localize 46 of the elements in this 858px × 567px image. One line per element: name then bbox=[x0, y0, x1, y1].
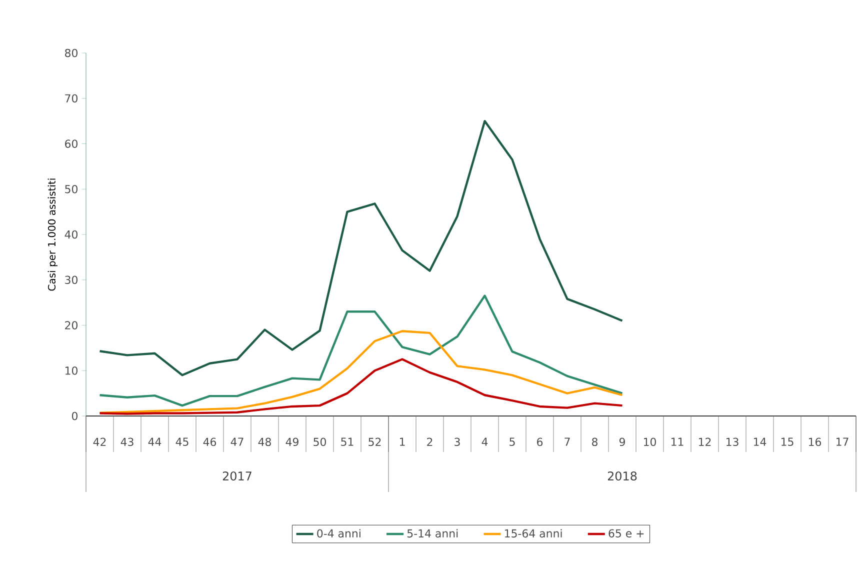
x-tick-label: 10 bbox=[644, 438, 656, 446]
x-tick-label: 2 bbox=[427, 438, 432, 446]
text: 2018 bbox=[608, 471, 637, 481]
x-tick-label: 51 bbox=[341, 438, 354, 446]
x-tick-label: 44 bbox=[148, 438, 162, 446]
y-tick-label: 60 bbox=[65, 140, 78, 148]
y-tick-label: 70 bbox=[65, 94, 78, 103]
x-tick-label: 48 bbox=[258, 438, 271, 446]
legend-label: 0-4 anni bbox=[317, 529, 360, 538]
x-tick-label: 13 bbox=[726, 438, 738, 446]
x-tick-label: 42 bbox=[93, 438, 106, 446]
x-tick-label: 17 bbox=[836, 438, 848, 446]
x-tick-label: 46 bbox=[203, 438, 216, 446]
x-tick-label: 11 bbox=[671, 438, 684, 446]
legend-label: 65 e + bbox=[608, 529, 644, 538]
x-tick-label: 14 bbox=[754, 438, 766, 446]
x-tick-label: 4 bbox=[482, 438, 488, 446]
x-tick-label: 3 bbox=[454, 438, 460, 446]
x-tick-label: 7 bbox=[564, 438, 570, 446]
x-tick-label: 8 bbox=[592, 438, 598, 446]
y-tick-label: 40 bbox=[64, 230, 78, 239]
x-tick-label: 9 bbox=[619, 438, 625, 446]
legend-label: 15-64 anni bbox=[505, 529, 562, 538]
y-tick-label: 30 bbox=[65, 276, 78, 284]
x-tick-label: 45 bbox=[176, 438, 188, 446]
x-tick-label: 12 bbox=[698, 438, 711, 446]
y-axis-title: Casi per 1.000 assistiti bbox=[48, 178, 58, 291]
y-tick-label: 10 bbox=[65, 366, 78, 375]
x-tick-label: 52 bbox=[368, 438, 381, 446]
y-tick-label: 50 bbox=[65, 184, 78, 194]
text: 2017 bbox=[222, 471, 252, 481]
y-tick-label: 80 bbox=[65, 48, 78, 58]
x-tick-label: 6 bbox=[537, 438, 543, 446]
legend-label: 5-14 anni bbox=[407, 529, 458, 538]
line-series bbox=[98, 120, 624, 376]
x-tick-label: 15 bbox=[781, 438, 794, 446]
y-tick-label: 20 bbox=[65, 321, 78, 330]
x-tick-label: 1 bbox=[400, 438, 405, 446]
x-tick-label: 47 bbox=[230, 438, 244, 446]
line-series bbox=[98, 358, 624, 415]
x-tick-label: 5 bbox=[510, 438, 515, 446]
x-tick-label: 50 bbox=[314, 438, 326, 446]
x-tick-label: 16 bbox=[808, 438, 822, 446]
y-tick-label: 0 bbox=[72, 412, 78, 420]
x-tick-label: 43 bbox=[120, 438, 134, 446]
x-tick-label: 49 bbox=[286, 438, 298, 446]
